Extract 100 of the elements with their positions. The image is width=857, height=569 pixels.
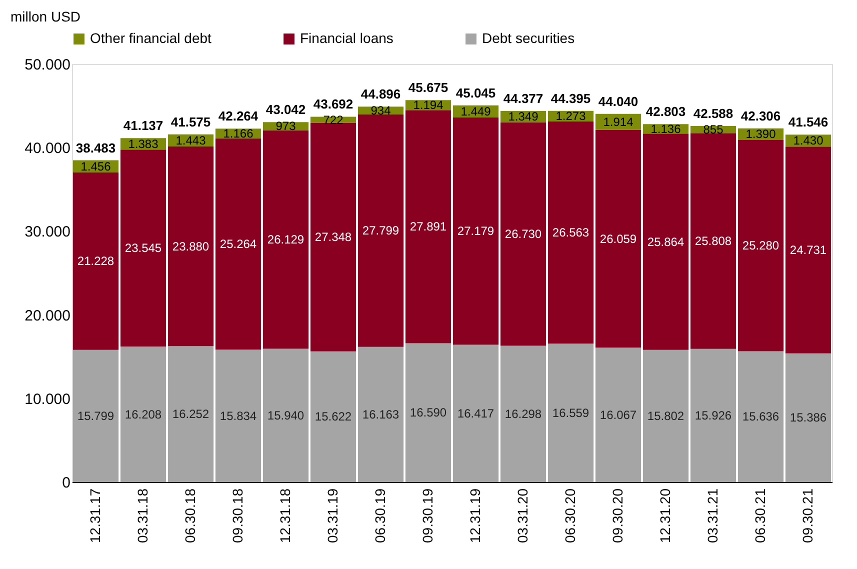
data-label: 1.449 — [460, 104, 492, 118]
bar — [785, 146, 832, 354]
x-tick-label: 09.30.20 — [609, 488, 626, 543]
data-label: 24.731 — [790, 242, 827, 257]
x-tick-label: 06.30.18 — [182, 488, 198, 543]
bar — [215, 138, 262, 350]
data-label: 1.136 — [650, 122, 682, 136]
x-tick-label: 06.30.21 — [752, 488, 768, 543]
data-label: 16.163 — [362, 407, 400, 422]
bar — [168, 346, 214, 482]
data-label: 1.166 — [223, 126, 254, 141]
data-label: 15.802 — [647, 408, 684, 423]
total-label: 42.803 — [646, 104, 686, 120]
data-label: 25.264 — [220, 237, 257, 252]
data-label: 1.349 — [508, 110, 539, 124]
bar — [262, 130, 309, 349]
data-label: 1.273 — [556, 109, 586, 124]
data-label: 16.252 — [172, 407, 210, 422]
data-label: 16.208 — [124, 407, 162, 422]
total-label: 41.575 — [170, 114, 211, 130]
data-label: 1.456 — [80, 159, 112, 174]
data-label: 26.730 — [504, 227, 542, 242]
x-tick-label: 09.30.19 — [419, 488, 436, 543]
data-label: 27.179 — [457, 224, 494, 238]
data-label: 15.636 — [742, 410, 780, 424]
bar — [358, 346, 404, 482]
bar — [690, 133, 736, 349]
total-label: 42.306 — [740, 108, 781, 124]
x-tick-label: 09.30.18 — [229, 488, 246, 543]
bar — [595, 130, 642, 348]
data-label: 16.417 — [457, 406, 494, 420]
x-tick-label: 06.30.19 — [372, 488, 388, 543]
x-tick-label: 12.31.20 — [656, 488, 673, 543]
bar — [642, 134, 689, 350]
y-tick-label: 30.000 — [24, 224, 70, 241]
data-label: 1.443 — [176, 133, 206, 148]
y-tick-label: 50.000 — [24, 56, 70, 74]
bar — [262, 348, 309, 482]
total-label: 43.692 — [313, 96, 354, 112]
data-label: 25.280 — [742, 238, 780, 253]
data-label: 15.940 — [267, 408, 304, 422]
data-label: 15.926 — [694, 408, 732, 422]
bar — [548, 344, 594, 482]
bar — [358, 114, 404, 347]
data-label: 1.914 — [603, 114, 634, 129]
bar — [120, 150, 166, 346]
x-tick-label: 12.31.17 — [86, 488, 103, 543]
data-label: 15.622 — [314, 410, 352, 424]
data-label: 27.799 — [362, 224, 400, 238]
data-label: 23.545 — [124, 241, 162, 256]
x-tick-label: 03.31.18 — [134, 488, 150, 543]
bar — [738, 140, 784, 352]
data-label: 16.298 — [504, 406, 542, 421]
y-tick-label: 0 — [62, 474, 70, 492]
bar — [168, 146, 214, 346]
total-label: 42.588 — [693, 106, 734, 121]
total-label: 41.546 — [788, 114, 828, 130]
data-label: 16.590 — [410, 406, 447, 420]
data-label: 1.383 — [128, 136, 159, 151]
x-tick-label: 12.31.19 — [466, 488, 483, 543]
bar — [310, 122, 356, 352]
data-label: 27.348 — [314, 230, 352, 244]
data-label: 1.194 — [413, 98, 444, 112]
y-tick-label: 20.000 — [24, 307, 70, 324]
bar — [690, 348, 736, 482]
data-label: 26.129 — [267, 232, 304, 247]
data-label: 25.808 — [694, 234, 732, 248]
bar — [452, 118, 499, 345]
data-label: 27.891 — [410, 220, 447, 234]
total-label: 42.264 — [218, 108, 259, 124]
bar — [120, 346, 166, 482]
total-label: 45.675 — [408, 80, 448, 96]
x-tick-label: 03.31.21 — [704, 488, 720, 543]
total-label: 43.042 — [266, 102, 306, 118]
data-label: 855 — [703, 122, 724, 137]
data-label: 16.067 — [600, 408, 637, 422]
y-tick-label: 10.000 — [24, 390, 70, 408]
data-label: 15.834 — [220, 408, 257, 423]
total-label: 41.137 — [123, 118, 164, 134]
x-tick-label: 09.30.21 — [799, 488, 816, 543]
total-label: 44.896 — [360, 86, 401, 102]
data-label: 15.799 — [77, 408, 114, 423]
legend-label: Financial loans — [300, 30, 394, 46]
data-label: 23.880 — [172, 239, 210, 254]
bar — [310, 116, 356, 123]
data-label: 973 — [276, 119, 296, 134]
y-tick-label: 40.000 — [24, 140, 70, 158]
bar — [215, 350, 262, 482]
legend-label: Debt securities — [482, 30, 575, 46]
x-tick-label: 03.31.19 — [324, 488, 340, 543]
bar — [500, 122, 546, 346]
bar — [452, 344, 499, 482]
bar — [72, 172, 119, 350]
data-label: 26.059 — [600, 232, 637, 246]
total-label: 45.045 — [456, 85, 496, 100]
x-tick-label: 12.31.18 — [276, 488, 293, 543]
data-label: 1.390 — [746, 127, 776, 142]
x-tick-label: 06.30.20 — [562, 488, 578, 543]
bar — [738, 351, 784, 482]
bar — [500, 346, 546, 482]
